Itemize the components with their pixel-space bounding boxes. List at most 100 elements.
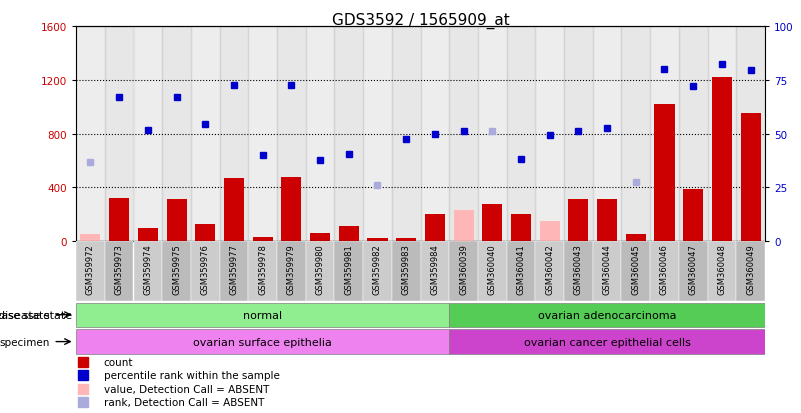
Bar [626, 235, 646, 242]
Bar [76, 303, 449, 327]
Bar [593, 27, 622, 242]
Bar [277, 242, 306, 301]
Bar [597, 200, 617, 242]
Text: GSM359974: GSM359974 [143, 243, 152, 294]
Bar [449, 242, 478, 301]
Text: GSM359980: GSM359980 [316, 243, 324, 294]
Bar [482, 204, 502, 242]
Bar [506, 242, 535, 301]
Bar [363, 242, 392, 301]
Text: GSM360047: GSM360047 [689, 243, 698, 294]
Bar [392, 27, 421, 242]
Bar [105, 27, 134, 242]
Bar [339, 227, 359, 242]
Bar [449, 330, 765, 354]
Bar [392, 242, 421, 301]
Bar [569, 200, 589, 242]
Bar [191, 27, 219, 242]
Bar [425, 215, 445, 242]
Bar [224, 178, 244, 242]
Text: GSM359984: GSM359984 [430, 243, 440, 294]
Bar [219, 242, 248, 301]
Bar [368, 239, 388, 242]
Bar [707, 242, 736, 301]
Text: specimen: specimen [0, 337, 50, 347]
Bar [167, 200, 187, 242]
Bar [334, 242, 363, 301]
Bar [535, 242, 564, 301]
Bar [306, 27, 334, 242]
Bar [76, 27, 105, 242]
Text: GSM359976: GSM359976 [201, 243, 210, 294]
Text: GSM359973: GSM359973 [115, 243, 123, 294]
Bar [449, 27, 478, 242]
Bar [363, 27, 392, 242]
Bar [736, 27, 765, 242]
Bar [511, 215, 531, 242]
Bar [195, 224, 215, 242]
Text: GSM359972: GSM359972 [86, 243, 95, 294]
Text: GSM359981: GSM359981 [344, 243, 353, 294]
Bar [736, 242, 765, 301]
Bar [540, 221, 560, 242]
Bar [76, 242, 105, 301]
Text: GSM359975: GSM359975 [172, 243, 181, 294]
Text: normal: normal [243, 310, 282, 320]
Bar [138, 228, 158, 242]
Bar [162, 27, 191, 242]
Bar [650, 242, 678, 301]
Text: percentile rank within the sample: percentile rank within the sample [103, 370, 280, 380]
Text: ovarian surface epithelia: ovarian surface epithelia [193, 337, 332, 347]
Bar [678, 242, 707, 301]
Text: ovarian adenocarcinoma: ovarian adenocarcinoma [537, 310, 676, 320]
Bar [707, 27, 736, 242]
Bar [219, 27, 248, 242]
Bar [162, 242, 191, 301]
Bar [712, 78, 732, 242]
Bar [248, 242, 277, 301]
Bar [453, 211, 473, 242]
Bar [306, 242, 334, 301]
Text: rank, Detection Call = ABSENT: rank, Detection Call = ABSENT [103, 397, 264, 407]
Text: GSM360049: GSM360049 [746, 243, 755, 294]
Text: count: count [103, 357, 133, 367]
Text: GSM360046: GSM360046 [660, 243, 669, 294]
Text: GSM359979: GSM359979 [287, 243, 296, 294]
Text: GSM359983: GSM359983 [401, 243, 411, 294]
Text: GSM359982: GSM359982 [373, 243, 382, 294]
Text: GSM359977: GSM359977 [229, 243, 239, 294]
Bar [396, 239, 417, 242]
Bar [421, 27, 449, 242]
Text: GSM359978: GSM359978 [258, 243, 268, 294]
Bar [105, 242, 134, 301]
Bar [252, 237, 272, 242]
Text: GDS3592 / 1565909_at: GDS3592 / 1565909_at [332, 12, 509, 28]
Text: GSM360041: GSM360041 [517, 243, 525, 294]
Bar [277, 27, 306, 242]
Bar [478, 242, 506, 301]
Bar [109, 199, 129, 242]
Bar [248, 27, 277, 242]
Text: GSM360044: GSM360044 [602, 243, 612, 294]
Bar [76, 330, 449, 354]
Bar [281, 177, 301, 242]
Bar [134, 27, 162, 242]
Bar [683, 189, 703, 242]
Bar [593, 242, 622, 301]
Bar [622, 242, 650, 301]
Bar [564, 242, 593, 301]
Text: GSM360048: GSM360048 [718, 243, 727, 294]
Bar [334, 27, 363, 242]
Text: ovarian cancer epithelial cells: ovarian cancer epithelial cells [524, 337, 690, 347]
Bar [421, 242, 449, 301]
Text: disease state: disease state [0, 310, 72, 320]
Text: value, Detection Call = ABSENT: value, Detection Call = ABSENT [103, 384, 269, 394]
Bar [134, 242, 162, 301]
Bar [564, 27, 593, 242]
Bar [650, 27, 678, 242]
Bar [535, 27, 564, 242]
Text: GSM360039: GSM360039 [459, 243, 468, 294]
Text: GSM360042: GSM360042 [545, 243, 554, 294]
Text: disease state: disease state [0, 310, 50, 320]
Text: GSM360043: GSM360043 [574, 243, 583, 294]
